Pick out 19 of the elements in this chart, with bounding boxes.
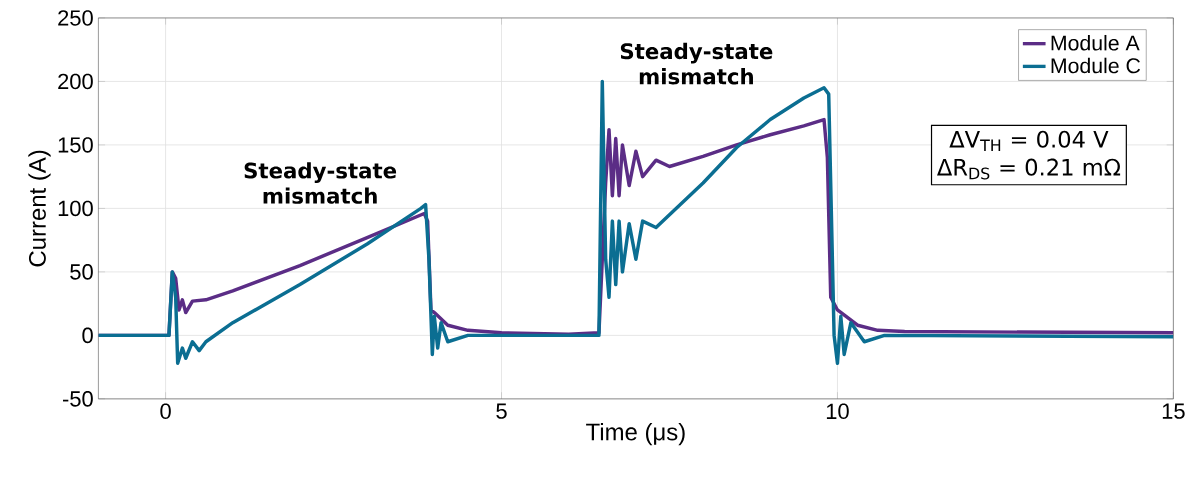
y-tick-label: 150 bbox=[58, 137, 93, 153]
y-tick-label: -50 bbox=[62, 391, 93, 407]
y-tick-label: 100 bbox=[58, 200, 93, 217]
annotation: ΔV$_{TH}$ = 0.04 V bbox=[949, 130, 1109, 152]
y-tick-label: 200 bbox=[58, 73, 93, 90]
legend-label: Module A bbox=[1051, 35, 1140, 51]
x-tick-label: 10 bbox=[826, 403, 849, 420]
x-tick-label: 5 bbox=[496, 403, 507, 420]
y-tick-label: 0 bbox=[82, 327, 93, 344]
y-axis-title: Current (A) bbox=[28, 150, 51, 267]
annotation: Steady-state mismatch bbox=[244, 162, 397, 205]
x-tick-label: 15 bbox=[1162, 403, 1185, 420]
legend-label: Module C bbox=[1051, 57, 1141, 74]
annotation: ΔR$_{DS}$ = 0.21 mΩ bbox=[937, 158, 1121, 180]
y-tick-label: 250 bbox=[58, 10, 93, 26]
x-axis-title: Time (μs) bbox=[586, 423, 685, 446]
x-tick-label: 0 bbox=[160, 403, 171, 420]
y-tick-label: 50 bbox=[70, 264, 93, 280]
annotation: Steady-state mismatch bbox=[620, 42, 773, 85]
